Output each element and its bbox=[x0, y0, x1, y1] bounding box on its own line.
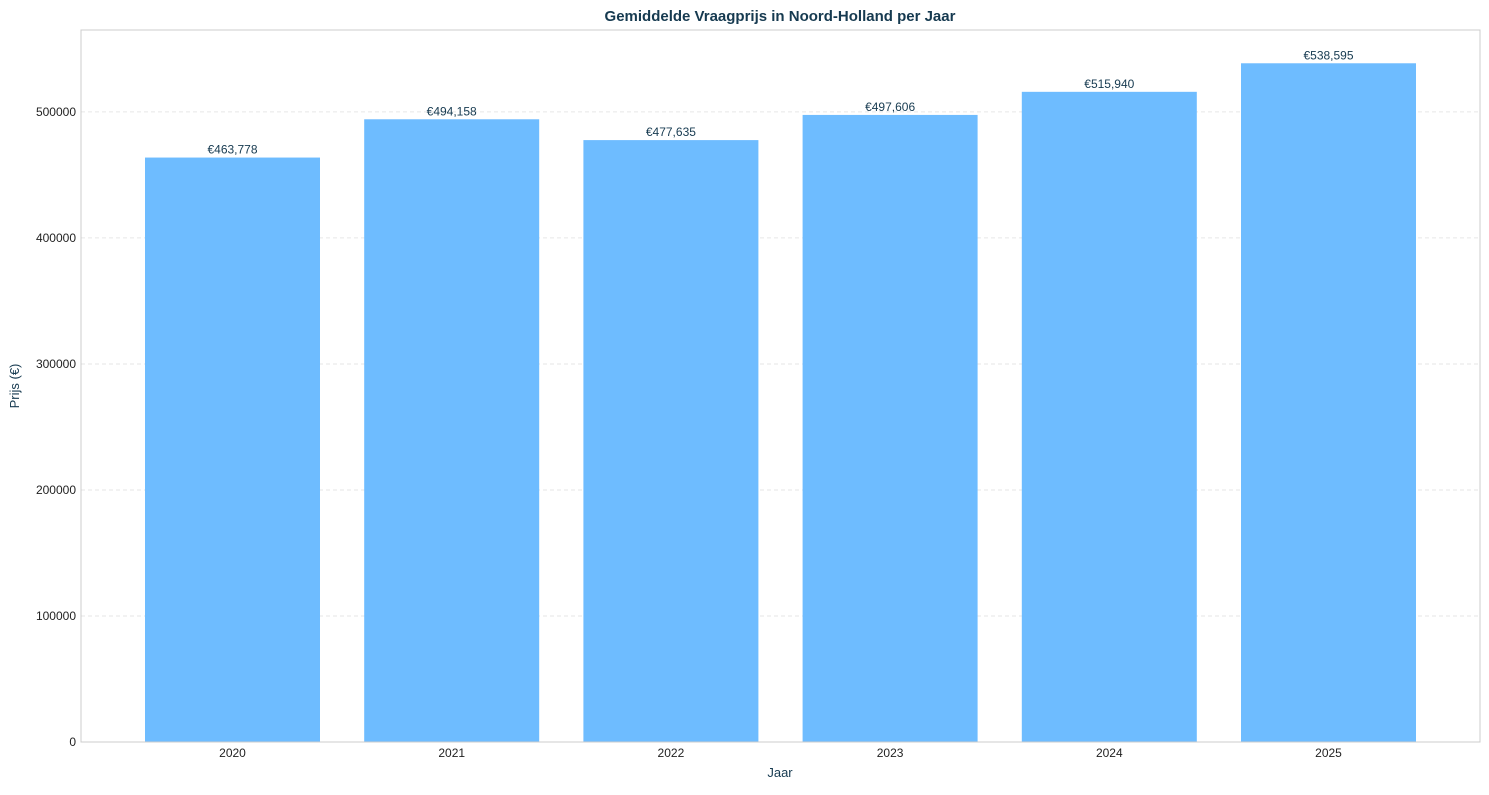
bar bbox=[1021, 91, 1197, 742]
x-tick-label: 2022 bbox=[658, 746, 685, 760]
bar bbox=[364, 119, 540, 743]
bar-value-label: €515,940 bbox=[1084, 77, 1134, 91]
bar-value-label: €463,778 bbox=[207, 143, 257, 157]
bar bbox=[583, 140, 759, 743]
y-tick-label: 200000 bbox=[36, 483, 76, 497]
x-tick-label: 2025 bbox=[1315, 746, 1342, 760]
y-tick-label: 100000 bbox=[36, 609, 76, 623]
data-labels: €463,778 €494,158 €477,635 €497,606 €515,940… bbox=[207, 48, 1353, 156]
bar bbox=[145, 157, 320, 743]
y-axis-label: Prijs (€) bbox=[7, 364, 22, 409]
bar-value-label: €494,158 bbox=[427, 104, 477, 118]
y-tick-label: 500000 bbox=[36, 105, 76, 119]
x-tick-label: 2023 bbox=[877, 746, 904, 760]
y-tick-label: 400000 bbox=[36, 231, 76, 245]
chart-title: Gemiddelde Vraagprijs in Noord-Holland p… bbox=[605, 8, 956, 25]
plot-frame bbox=[80, 29, 1481, 743]
bar-value-label: €538,595 bbox=[1303, 48, 1353, 62]
bar-value-label: €497,606 bbox=[865, 100, 915, 114]
bars bbox=[145, 63, 1416, 743]
bar bbox=[802, 114, 978, 743]
x-tick-label: 2020 bbox=[219, 746, 246, 760]
x-tick-label: 2021 bbox=[438, 746, 465, 760]
y-axis-ticks: 0 100000 200000 300000 400000 500000 bbox=[36, 105, 76, 749]
x-axis-label: Jaar bbox=[767, 765, 793, 780]
y-tick-label: 0 bbox=[69, 735, 76, 749]
bar-value-label: €477,635 bbox=[646, 125, 696, 139]
x-axis-ticks: 2020 2021 2022 2023 2024 2025 bbox=[219, 746, 1342, 760]
y-tick-label: 300000 bbox=[36, 357, 76, 371]
x-tick-label: 2024 bbox=[1096, 746, 1123, 760]
bar bbox=[1241, 63, 1416, 743]
